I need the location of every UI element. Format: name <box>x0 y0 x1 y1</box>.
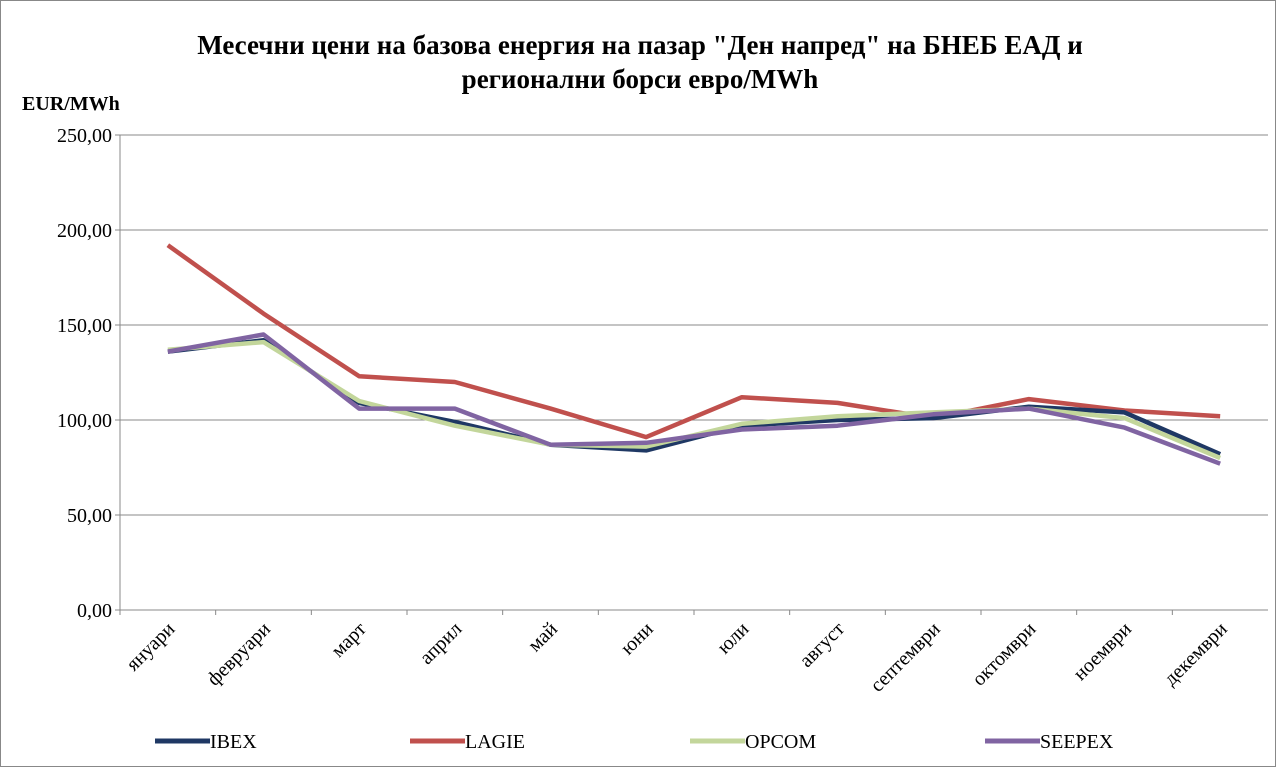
legend-label: SEEPEX <box>1040 731 1114 753</box>
y-tick-label: 0,00 <box>77 600 112 622</box>
legend-label: IBEX <box>210 731 257 753</box>
y-tick-label: 200,00 <box>57 220 112 242</box>
y-tick-label: 250,00 <box>57 125 112 147</box>
legend-label: LAGIE <box>465 731 525 753</box>
chart-title: Месечни цени на базова енергия на пазар … <box>197 30 1083 94</box>
y-axis-label: EUR/MWh <box>22 93 120 115</box>
y-tick-label: 50,00 <box>67 505 112 527</box>
y-tick-label: 100,00 <box>57 410 112 432</box>
series-line <box>166 243 1221 440</box>
y-tick-label: 150,00 <box>57 315 112 337</box>
series-line <box>167 332 1221 466</box>
legend-label: OPCOM <box>745 731 816 753</box>
